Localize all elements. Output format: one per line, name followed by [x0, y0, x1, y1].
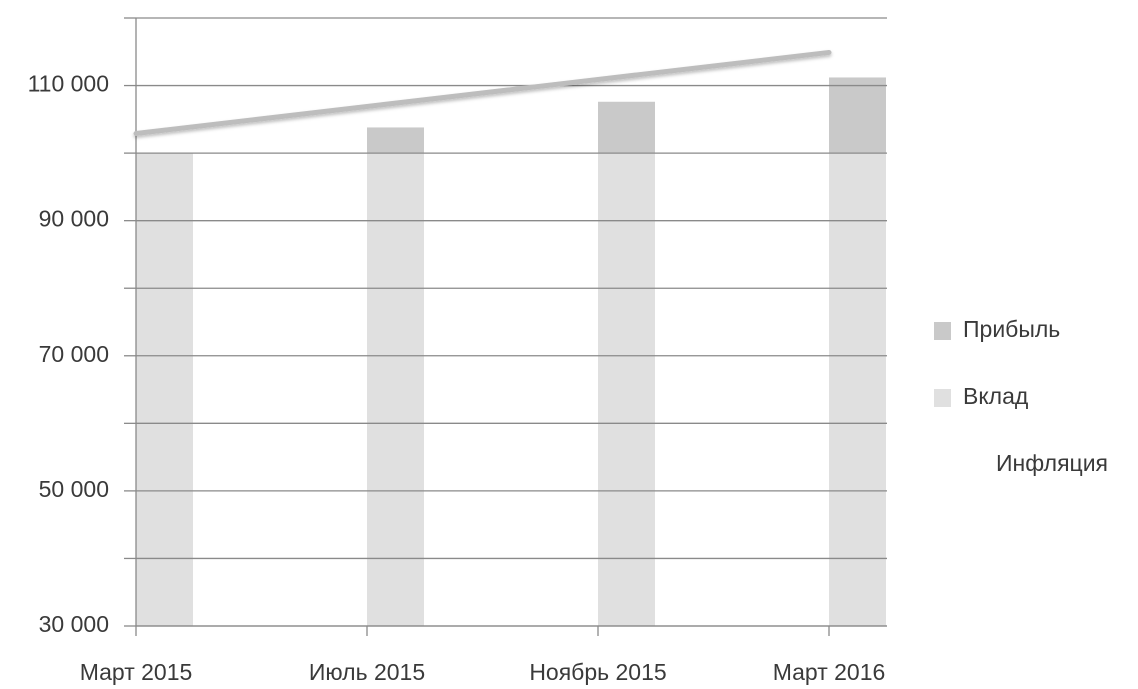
bar [829, 153, 886, 626]
bar [829, 77, 886, 154]
x-tick-label: Март 2016 [773, 659, 886, 685]
bar [367, 127, 424, 154]
x-tick-label: Ноябрь 2015 [529, 659, 666, 685]
legend-swatch [934, 322, 951, 340]
x-tick-label: Июль 2015 [309, 659, 425, 685]
legend-label: Вклад [963, 383, 1029, 409]
bar [598, 101, 655, 154]
y-tick-label: 90 000 [39, 206, 109, 232]
legend-swatch [934, 389, 951, 407]
y-tick-label: 70 000 [39, 341, 109, 367]
x-tick-label: Март 2015 [80, 659, 193, 685]
line-series [133, 49, 832, 137]
y-tick-label: 30 000 [39, 611, 109, 637]
bar [598, 153, 655, 626]
legend-label: Прибыль [963, 316, 1060, 342]
bar [136, 153, 193, 626]
y-tick-label: 110 000 [28, 71, 109, 97]
bar [367, 153, 424, 626]
y-tick-label: 50 000 [39, 476, 109, 502]
legend-label: Инфляция [996, 450, 1108, 476]
